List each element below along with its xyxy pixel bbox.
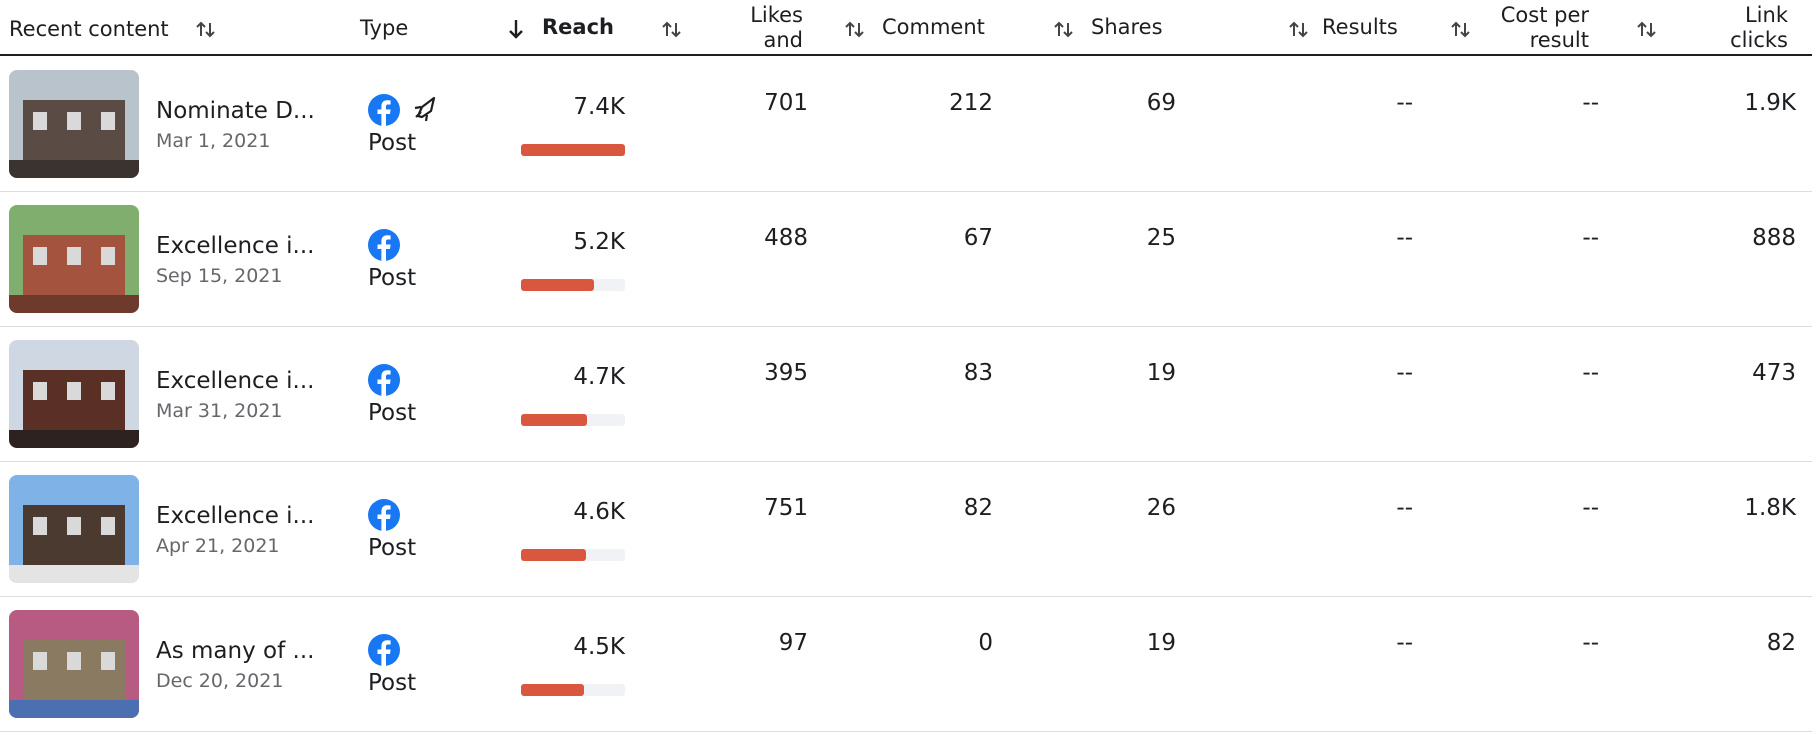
- sort-icon: [1054, 21, 1073, 38]
- table-row[interactable]: Excellence i... Sep 15, 2021 Post 5.2K 488 67…: [0, 191, 1812, 327]
- comments-value: 0: [978, 630, 993, 656]
- cost-value: --: [1582, 630, 1599, 656]
- comments-value: 67: [963, 225, 993, 251]
- results-value: --: [1396, 225, 1413, 251]
- comments-value: 212: [949, 90, 993, 116]
- reach-bar: [521, 279, 595, 291]
- facebook-icon: [368, 229, 400, 261]
- likes-value: 701: [764, 90, 808, 116]
- table-row[interactable]: Excellence i... Apr 21, 2021 Post 4.6K 751 82…: [0, 461, 1812, 597]
- post-title[interactable]: Excellence i...: [156, 233, 315, 259]
- reach-value: 4.5K: [573, 634, 625, 660]
- link-clicks-value: 888: [1752, 225, 1796, 251]
- sort-icon: [1289, 21, 1308, 38]
- thumbnail: [9, 610, 139, 718]
- link-clicks-value: 473: [1752, 360, 1796, 386]
- sort-icon: [845, 21, 864, 38]
- reach-bar: [521, 684, 585, 696]
- results-value: --: [1396, 495, 1413, 521]
- sort-icon: [1637, 21, 1656, 38]
- link-clicks-value: 1.9K: [1744, 90, 1796, 116]
- table-row[interactable]: Excellence i... Mar 31, 2021 Post 4.7K 395 83…: [0, 326, 1812, 462]
- comments-value: 83: [963, 360, 993, 386]
- reach-bar-track: [521, 144, 625, 156]
- facebook-icon: [368, 499, 400, 531]
- results-value: --: [1396, 630, 1413, 656]
- sort-icon: [196, 21, 215, 38]
- reach-bar: [521, 144, 625, 156]
- reach-value: 5.2K: [573, 229, 625, 255]
- reach-value: 4.6K: [573, 499, 625, 525]
- link-clicks-value: 82: [1766, 630, 1796, 656]
- post-type: Post: [368, 130, 417, 156]
- results-value: --: [1396, 360, 1413, 386]
- likes-value: 97: [778, 630, 808, 656]
- thumbnail: [9, 340, 139, 448]
- header-label[interactable]: Type: [360, 16, 409, 40]
- header-label[interactable]: Cost per result: [1500, 3, 1589, 52]
- table-row[interactable]: As many of ... Dec 20, 2021 Post 4.5K 97 0 19 -…: [0, 596, 1812, 732]
- header-label[interactable]: Results: [1322, 15, 1398, 39]
- sort-icon: [1451, 21, 1470, 38]
- header-label[interactable]: Likes and: [750, 3, 803, 52]
- link-clicks-value: 1.8K: [1744, 495, 1796, 521]
- post-type: Post: [368, 265, 417, 291]
- cost-value: --: [1582, 495, 1599, 521]
- reach-bar: [521, 549, 586, 561]
- post-title[interactable]: Excellence i...: [156, 368, 315, 394]
- boost-icon: [414, 96, 436, 122]
- post-date: Apr 21, 2021: [156, 535, 280, 557]
- header-label[interactable]: Link clicks: [1730, 3, 1788, 52]
- facebook-icon: [368, 364, 400, 396]
- post-title[interactable]: Excellence i...: [156, 503, 315, 529]
- header-label[interactable]: Recent content: [9, 17, 169, 41]
- cost-value: --: [1582, 90, 1599, 116]
- cost-value: --: [1582, 360, 1599, 386]
- post-type: Post: [368, 670, 417, 696]
- header-label[interactable]: Comment: [882, 15, 985, 39]
- sort-arrow: [509, 20, 523, 39]
- reach-value: 4.7K: [573, 364, 625, 390]
- shares-value: 19: [1146, 630, 1176, 656]
- post-title[interactable]: As many of ...: [156, 638, 315, 664]
- shares-value: 26: [1146, 495, 1176, 521]
- reach-value: 7.4K: [573, 94, 625, 120]
- post-date: Mar 1, 2021: [156, 130, 271, 152]
- reach-bar-track: [521, 414, 625, 426]
- table-row[interactable]: Nominate D... Mar 1, 2021 Post 7.4K 701 212 69…: [0, 56, 1812, 192]
- post-title[interactable]: Nominate D...: [156, 98, 315, 124]
- table-header: [0, 0, 1812, 56]
- post-date: Mar 31, 2021: [156, 400, 283, 422]
- post-type: Post: [368, 535, 417, 561]
- header-label[interactable]: Reach: [542, 15, 614, 39]
- likes-value: 395: [764, 360, 808, 386]
- facebook-icon: [368, 634, 400, 666]
- reach-bar-track: [521, 279, 625, 291]
- thumbnail: [9, 475, 139, 583]
- likes-value: 488: [764, 225, 808, 251]
- reach-bar-track: [521, 549, 625, 561]
- thumbnail: [9, 205, 139, 313]
- shares-value: 69: [1146, 90, 1176, 116]
- shares-value: 19: [1146, 360, 1176, 386]
- thumbnail: [9, 70, 139, 178]
- comments-value: 82: [963, 495, 993, 521]
- header-label[interactable]: Shares: [1091, 15, 1163, 39]
- shares-value: 25: [1146, 225, 1176, 251]
- cost-value: --: [1582, 225, 1599, 251]
- post-type: Post: [368, 400, 417, 426]
- likes-value: 751: [764, 495, 808, 521]
- facebook-icon: [368, 94, 400, 126]
- post-date: Dec 20, 2021: [156, 670, 284, 692]
- reach-bar-track: [521, 684, 625, 696]
- post-date: Sep 15, 2021: [156, 265, 283, 287]
- sort-icon: [662, 21, 681, 38]
- results-value: --: [1396, 90, 1413, 116]
- reach-bar: [521, 414, 588, 426]
